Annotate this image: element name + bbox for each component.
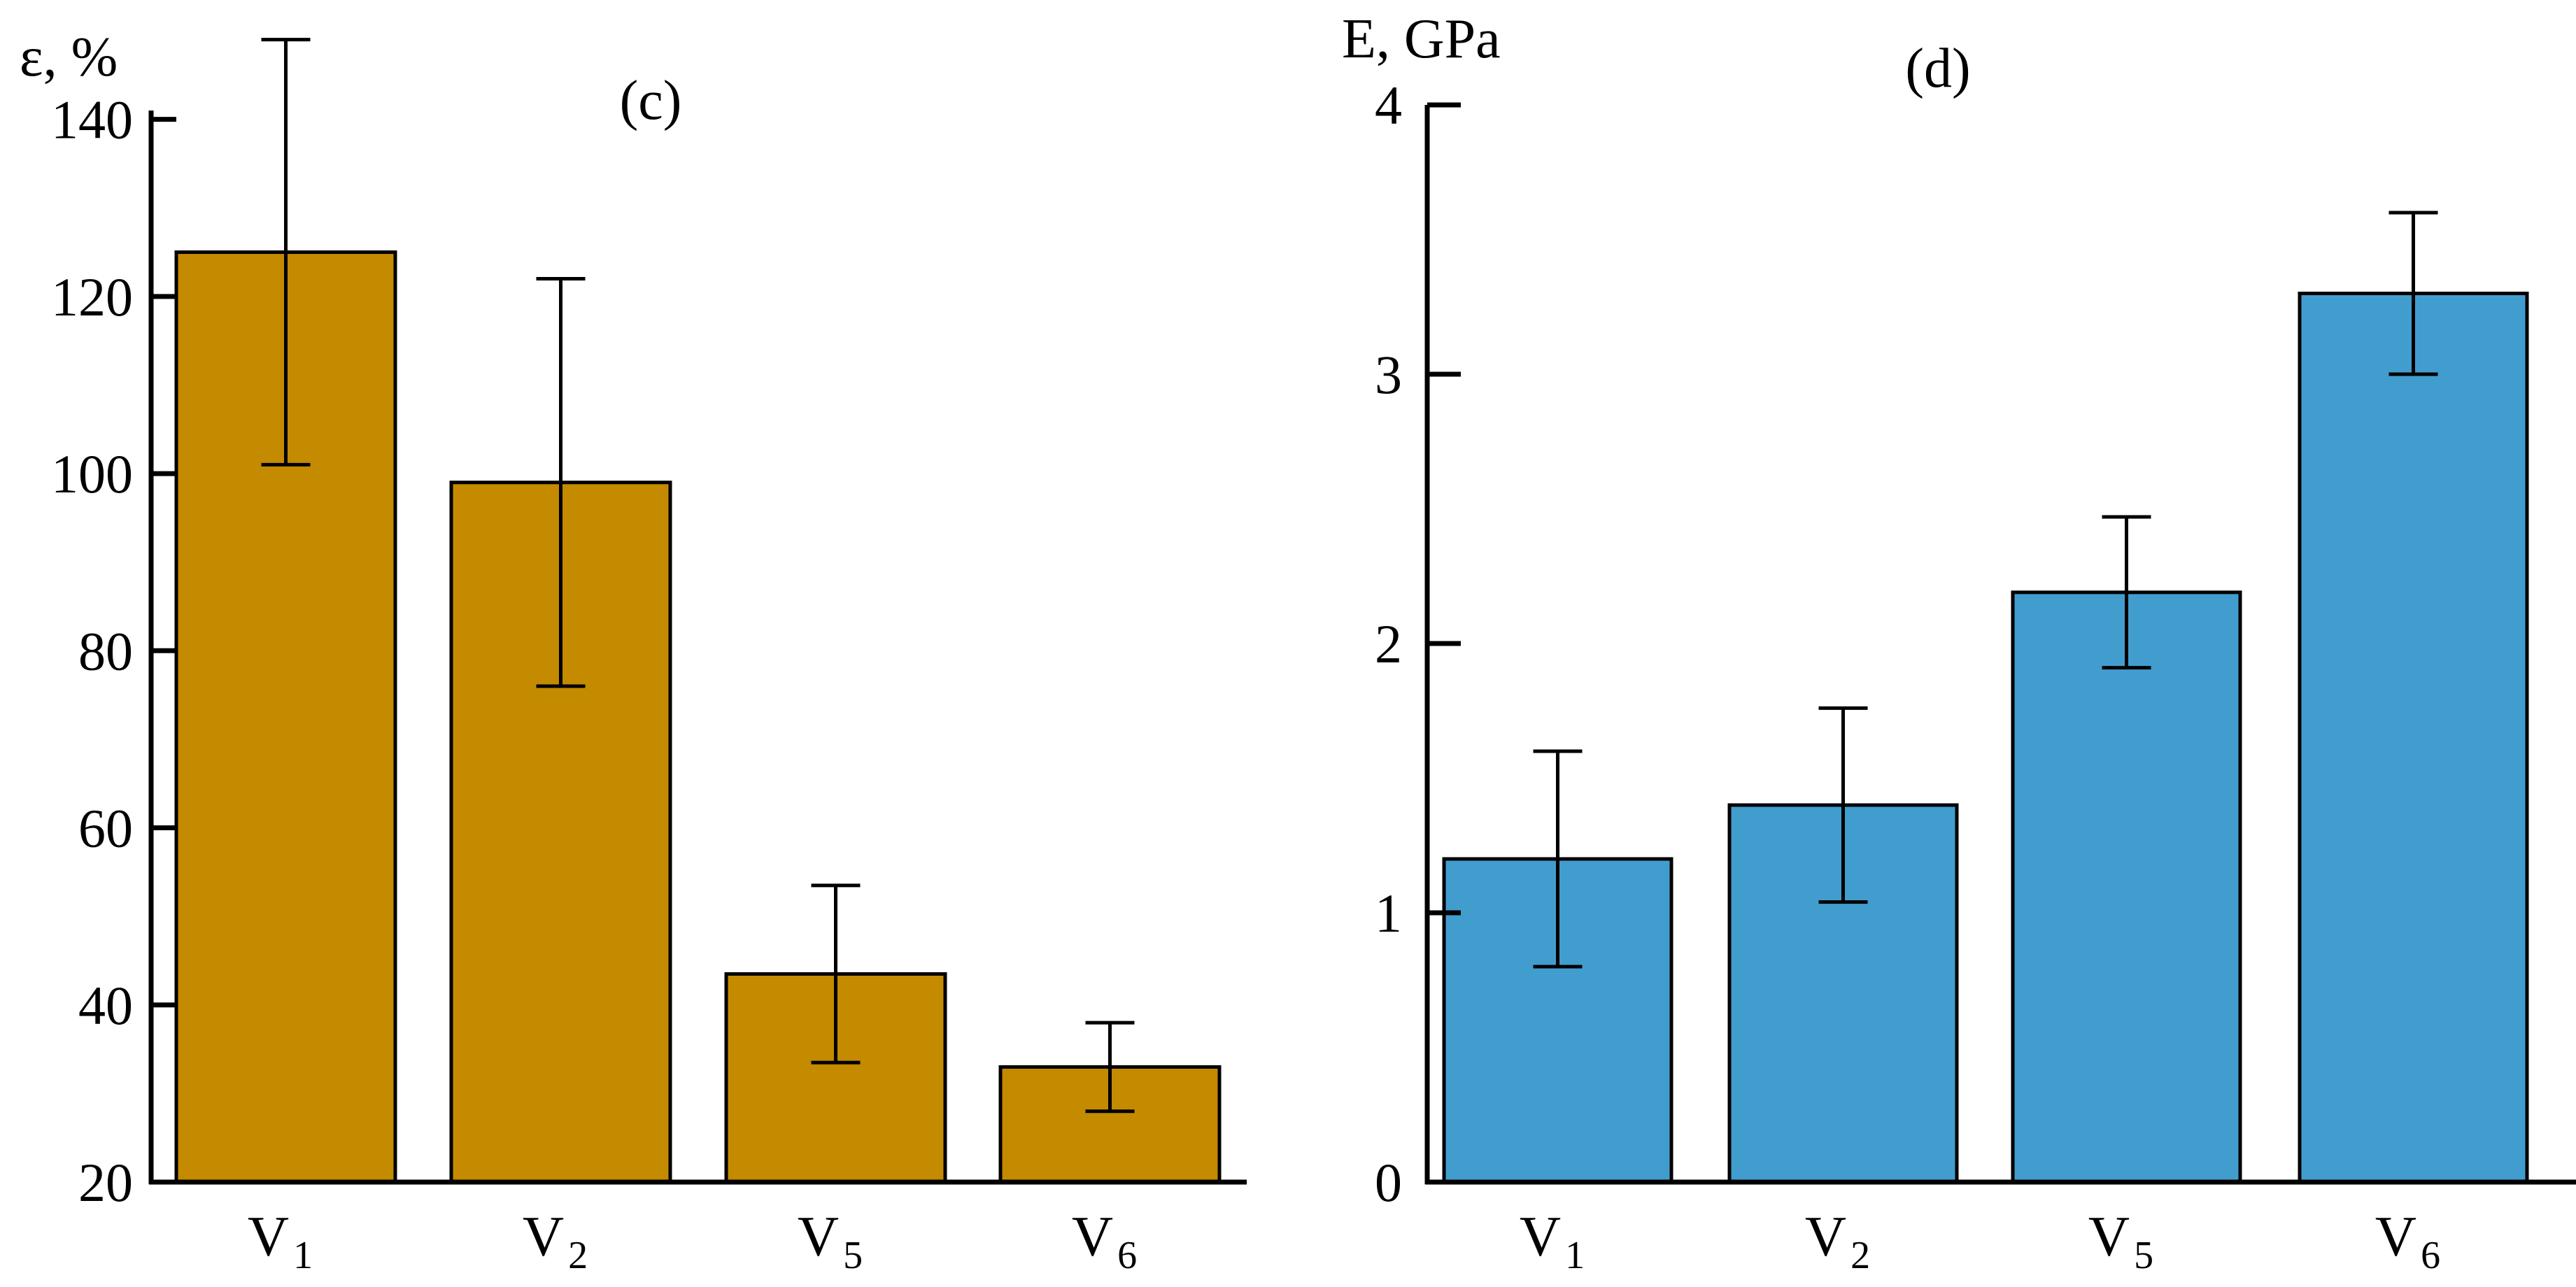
- bar-V6: [998, 1065, 1222, 1184]
- chart-panel-d: E, GPa (d) 0 1 2 3 4 V 1 V 2 V 5 V 6: [1342, 8, 2576, 1277]
- panel-label: (c): [620, 70, 682, 131]
- bar-V5: [2011, 590, 2242, 1184]
- y-tick-label: 3: [1375, 344, 1402, 405]
- y-axis-label: E, GPa: [1342, 8, 1501, 70]
- y-tick-label: 2: [1375, 613, 1402, 674]
- y-tick-label: 1: [1375, 883, 1402, 944]
- y-tick-label: 40: [78, 975, 133, 1036]
- y-tick-label: 20: [78, 1152, 133, 1213]
- panel-label: (d): [1905, 38, 1970, 99]
- y-tick-label: 100: [51, 443, 133, 504]
- y-axis-label: ε, %: [20, 27, 118, 88]
- y-tick-label: 60: [78, 798, 133, 859]
- y-tick-label: 120: [51, 266, 133, 327]
- bar-V6: [2298, 292, 2529, 1184]
- y-tick-label: 0: [1375, 1152, 1402, 1213]
- chart-panel-c: ε, % (c) 20 40 60 80 100 120 140 V 1 V 2 V 5 V 6: [20, 27, 1247, 1277]
- y-tick-label: 80: [78, 620, 133, 681]
- y-tick-label: 140: [51, 90, 133, 150]
- y-tick-label: 4: [1375, 75, 1402, 136]
